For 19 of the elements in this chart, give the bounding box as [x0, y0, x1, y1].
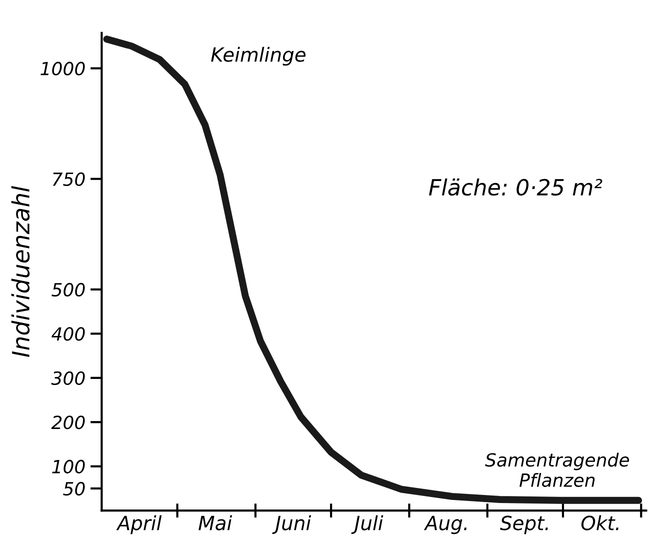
y-tick-label: 50: [63, 482, 85, 496]
annotation: Keimlinge: [211, 46, 306, 66]
y-axis-title: Individuenzahl: [11, 186, 30, 358]
y-tick-label: 1000: [40, 62, 85, 76]
y-tick-label: 500: [52, 282, 85, 297]
x-tick-label: Mai: [198, 515, 232, 530]
x-tick-label: Juni: [272, 515, 312, 534]
y-tick-label: 400: [52, 327, 85, 341]
x-tick-label: Okt.: [581, 515, 618, 530]
x-tick-label: Aug.: [424, 516, 467, 534]
x-tick-label: Juli: [351, 515, 384, 534]
y-tick-label: 100: [52, 460, 85, 474]
y-tick-label: 750: [52, 172, 85, 186]
x-tick-label: Sept.: [500, 516, 548, 534]
x-tick-label: April: [116, 515, 162, 534]
annotation: Samentragende Pflanzen: [485, 452, 630, 487]
y-tick-label: 300: [51, 371, 85, 386]
y-tick-label: 200: [51, 416, 85, 430]
annotation: Fläche: 0·25 m²: [429, 178, 602, 196]
